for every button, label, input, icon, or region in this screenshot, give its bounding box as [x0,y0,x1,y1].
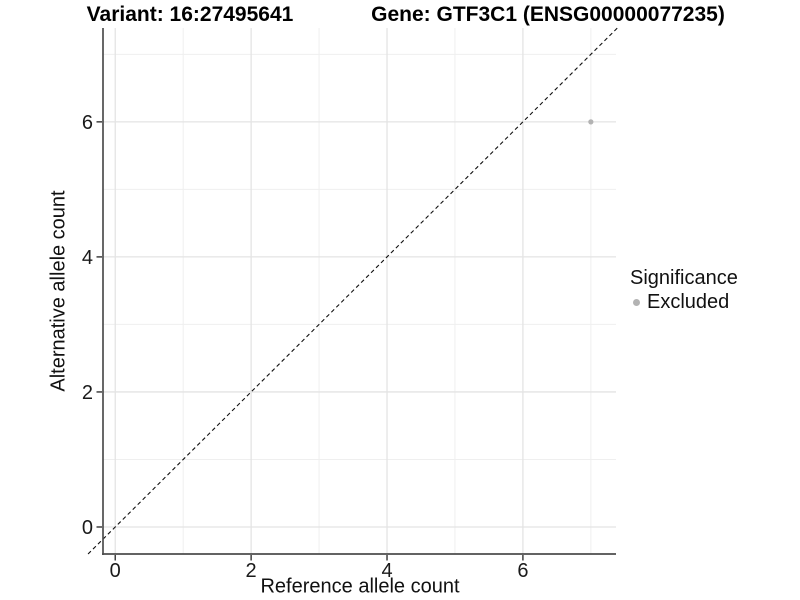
legend: Significance Excluded [630,266,800,314]
legend-title: Significance [630,267,738,289]
x-tick-label: 0 [110,560,121,582]
legend-point-icon [633,298,640,306]
x-tick-label: 4 [381,560,392,582]
y-tick-label: 0 [82,517,93,539]
x-tick-label: 2 [246,560,257,582]
x-axis-title: Reference allele count [260,575,460,598]
y-tick-label: 4 [82,247,93,269]
identity-dashed-line [87,27,618,555]
plot-title-gene: Gene: GTF3C1 (ENSG00000077235) [371,3,725,26]
data-point [588,119,594,125]
legend-entry-label: Excluded [647,291,730,313]
legend-entry-excluded: Excluded [630,290,800,314]
x-tick-label: 6 [517,560,528,582]
y-axis-title: Alternative allele count [47,190,70,392]
y-tick-label: 6 [82,112,93,134]
plot-title-variant: Variant: 16:27495641 [86,3,294,26]
y-tick-label: 2 [82,382,93,404]
